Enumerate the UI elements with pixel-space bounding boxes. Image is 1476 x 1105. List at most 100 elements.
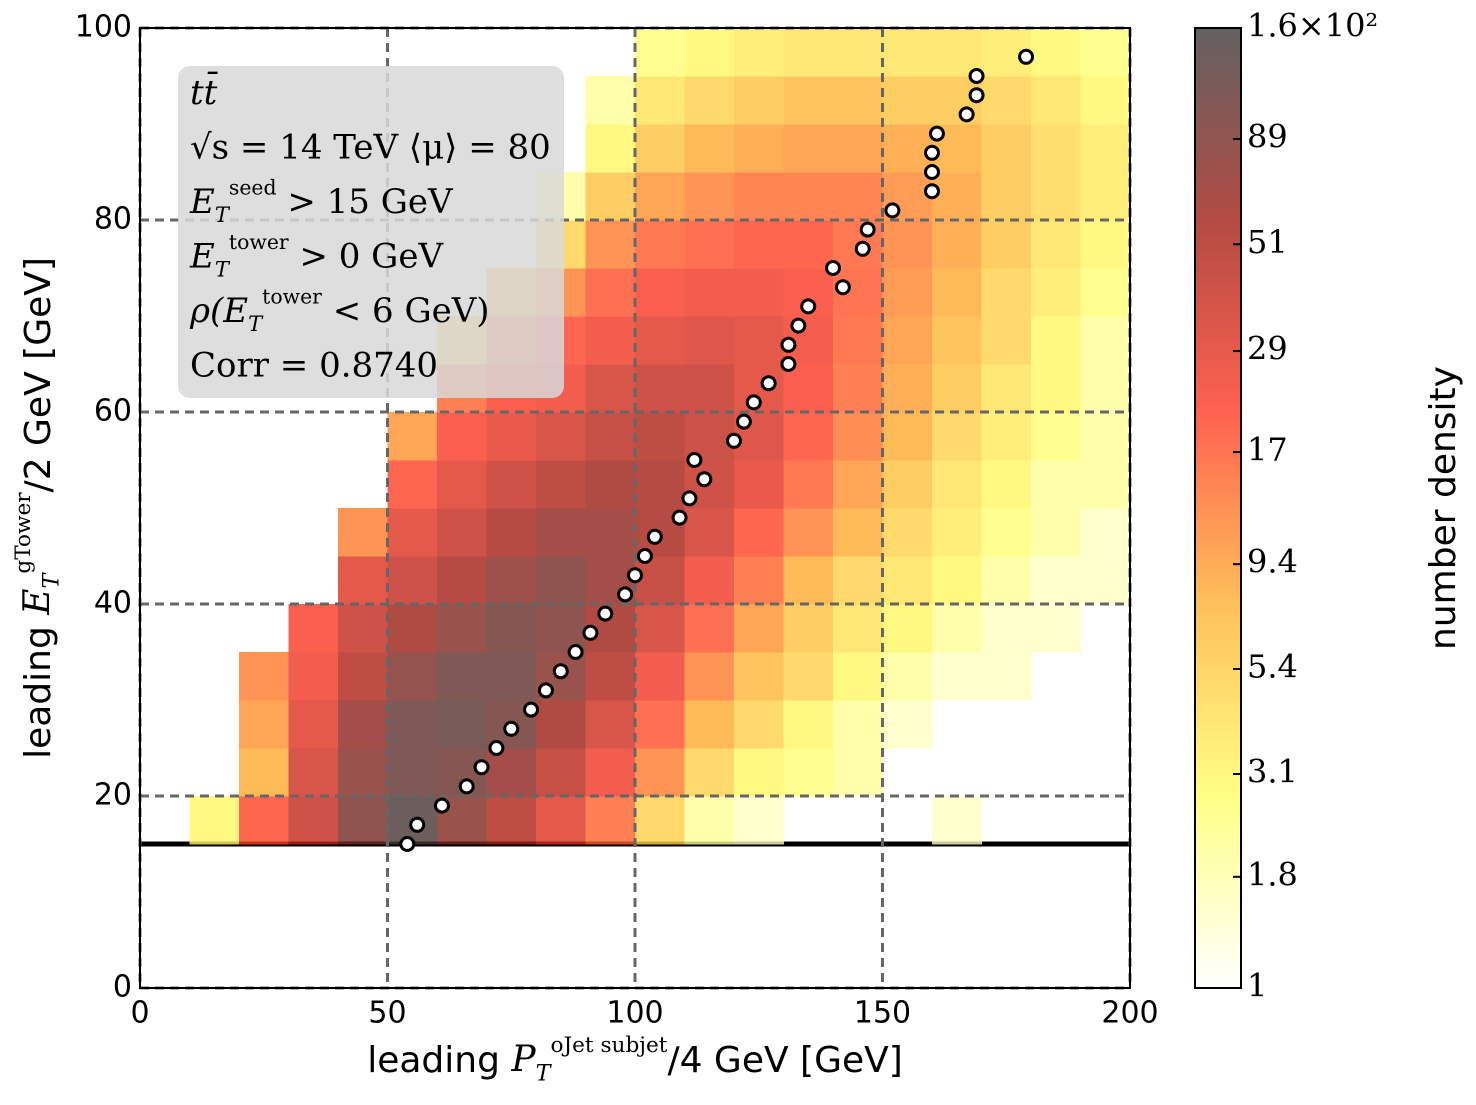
heatmap-cell bbox=[734, 652, 784, 701]
heatmap-cell bbox=[783, 700, 834, 749]
heatmap-cell bbox=[585, 76, 636, 125]
profile-point bbox=[671, 509, 688, 526]
heatmap-cell bbox=[882, 28, 933, 77]
heatmap-cell bbox=[981, 412, 1032, 461]
profile-point bbox=[488, 740, 505, 756]
heatmap-cell bbox=[684, 652, 735, 701]
heatmap-cell bbox=[684, 124, 735, 173]
profile-point bbox=[597, 605, 614, 622]
heatmap-cell bbox=[783, 28, 834, 77]
heatmap-cell bbox=[387, 556, 438, 605]
heatmap-cell bbox=[536, 748, 586, 797]
heatmap-cell bbox=[783, 508, 834, 557]
label: leading ETgTower/2 GeV [GeV] bbox=[11, 257, 65, 759]
colorbar bbox=[1194, 27, 1242, 989]
label-part: tt̄ bbox=[190, 71, 218, 113]
heatmap-cell bbox=[833, 124, 883, 173]
heatmap-cell bbox=[1080, 508, 1131, 557]
x-tick-label: 150 bbox=[854, 996, 911, 1031]
heatmap-cell bbox=[486, 556, 537, 605]
profile-point bbox=[884, 202, 901, 219]
y-tick-label: 20 bbox=[94, 778, 132, 813]
heatmap-cell bbox=[437, 604, 487, 653]
heatmap-cell bbox=[536, 556, 586, 605]
heatmap-cell bbox=[635, 652, 685, 701]
heatmap-cell bbox=[239, 652, 289, 701]
heatmap-cell bbox=[684, 220, 735, 269]
heatmap-cell bbox=[1080, 220, 1131, 269]
profile-point bbox=[458, 778, 475, 795]
heatmap-cell bbox=[635, 268, 685, 317]
colorbar-tick-label: 5.4 bbox=[1247, 648, 1298, 686]
heatmap-cell bbox=[536, 412, 586, 461]
heatmap-cell bbox=[387, 748, 438, 797]
heatmap-cell bbox=[437, 412, 487, 461]
heatmap-cell bbox=[684, 700, 735, 749]
heatmap-cell bbox=[932, 220, 982, 269]
profile-point bbox=[780, 356, 797, 372]
profile-point bbox=[696, 471, 713, 488]
heatmap-cell bbox=[585, 412, 636, 461]
label-part: E bbox=[17, 588, 58, 615]
heatmap-cell bbox=[387, 700, 438, 749]
heatmap-cell bbox=[981, 556, 1032, 605]
heatmap-cell bbox=[635, 28, 685, 77]
heatmap-cell bbox=[981, 76, 1032, 125]
label-part: tower bbox=[262, 284, 322, 308]
heatmap-cell bbox=[882, 460, 933, 509]
heatmap-cell bbox=[585, 268, 636, 317]
heatmap-cell bbox=[783, 748, 834, 797]
x-tick-label: 200 bbox=[1101, 996, 1158, 1031]
annotation-line: tt̄ bbox=[190, 71, 218, 113]
heatmap-cell bbox=[882, 124, 933, 173]
heatmap-cell bbox=[684, 172, 735, 221]
label-part: /2 GeV [GeV] bbox=[18, 257, 59, 492]
heatmap-cell bbox=[635, 748, 685, 797]
heatmap-cell bbox=[338, 796, 388, 845]
label-part: > 0 GeV bbox=[289, 237, 445, 277]
profile-point bbox=[627, 567, 643, 584]
heatmap-cell bbox=[684, 76, 735, 125]
heatmap-cell bbox=[1031, 364, 1081, 413]
heatmap-cell bbox=[981, 652, 1032, 701]
label-part: seed bbox=[229, 175, 277, 199]
heatmap-cell bbox=[833, 412, 883, 461]
heatmap-cell bbox=[387, 412, 438, 461]
heatmap-cell bbox=[932, 364, 982, 413]
profile-point bbox=[433, 797, 450, 814]
heatmap-cell bbox=[684, 268, 735, 317]
heatmap-cell bbox=[635, 412, 685, 461]
heatmap-cell bbox=[585, 700, 636, 749]
label-part: T bbox=[39, 571, 65, 588]
heatmap-cell bbox=[833, 172, 883, 221]
heatmap-cell bbox=[1080, 172, 1131, 221]
heatmap-cell bbox=[783, 556, 834, 605]
label-part: T bbox=[536, 1061, 553, 1087]
profile-point bbox=[735, 413, 752, 430]
heatmap-cell bbox=[932, 508, 982, 557]
heatmap-cell bbox=[437, 652, 487, 701]
profile-point bbox=[567, 644, 584, 660]
heatmap-cell bbox=[981, 316, 1032, 365]
heatmap-cell bbox=[783, 220, 834, 269]
heatmap-cell bbox=[783, 652, 834, 701]
colorbar-tick-label: 1.8 bbox=[1247, 855, 1298, 893]
heatmap-cell bbox=[981, 220, 1032, 269]
heatmap-cell bbox=[1031, 316, 1081, 365]
x-tick-label: 50 bbox=[368, 996, 406, 1031]
heatmap-cell bbox=[486, 652, 537, 701]
heatmap-cell bbox=[437, 460, 487, 509]
heatmap-cell bbox=[783, 172, 834, 221]
heatmap-cell bbox=[338, 604, 388, 653]
label-part: T bbox=[248, 310, 264, 335]
heatmap-cell bbox=[932, 460, 982, 509]
heatmap-cell bbox=[437, 700, 487, 749]
plot-frame bbox=[139, 27, 1131, 989]
label-part: T bbox=[215, 201, 231, 226]
heatmap-cell bbox=[635, 700, 685, 749]
heatmap-cell bbox=[932, 268, 982, 317]
heatmap-cell bbox=[882, 364, 933, 413]
heatmap-cell bbox=[1080, 124, 1131, 173]
heatmap-cell bbox=[734, 796, 784, 845]
heatmap-cell bbox=[783, 412, 834, 461]
